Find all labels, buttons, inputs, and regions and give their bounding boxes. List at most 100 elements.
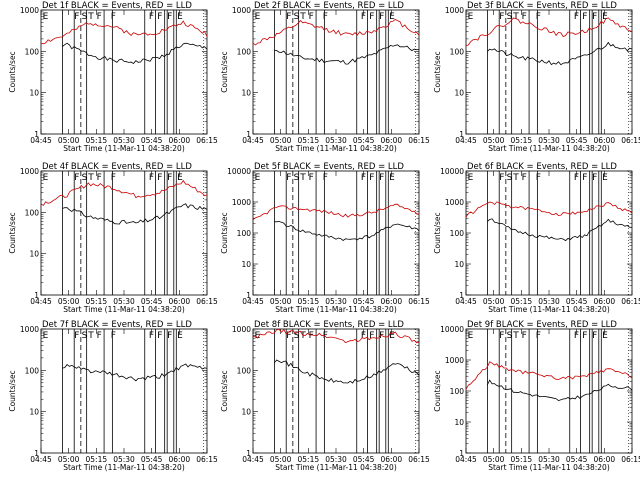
x-axis-label: Start Time (11-Mar-11 04:38:20) (488, 463, 610, 472)
x-tick-label: 04:45 (30, 297, 52, 306)
plot-frame (40, 328, 208, 454)
x-tick-label: 06:15 (621, 455, 640, 464)
flag-label: F (592, 173, 597, 183)
flag-label: F (574, 173, 579, 183)
flag-label: F (369, 173, 374, 183)
x-tick-label: 05:30 (538, 455, 560, 464)
detector-panel-5: Det 5f BLACK = Events, RED = LLD 1 10 100 10… (220, 162, 430, 314)
y-axis-label: Counts/sec (433, 212, 442, 253)
x-tick-label: 05:45 (353, 455, 375, 464)
series-line-lld (252, 203, 420, 221)
flag-label: E (255, 12, 261, 22)
x-tick-label: 05:15 (298, 455, 320, 464)
series-line-events (62, 42, 208, 65)
y-tick-label: 1 (246, 130, 251, 139)
flag-label: E (43, 173, 49, 183)
panel-title: Det 9f BLACK = Events, RED = LLD (467, 320, 617, 330)
flag-label: F (167, 173, 172, 183)
panel-title: Det 4f BLACK = Events, RED = LLD (42, 162, 192, 172)
x-tick-label: 05:45 (566, 136, 588, 145)
flag-label: F (74, 173, 79, 183)
y-tick-label: 1000 (20, 167, 39, 176)
x-tick-label: 06:15 (408, 136, 430, 145)
x-tick-label: 05:00 (270, 297, 292, 306)
flag-label: T (299, 173, 306, 183)
x-tick-label: 05:15 (511, 455, 533, 464)
flag-label: F (74, 12, 79, 22)
x-tick-label: 04:45 (30, 455, 52, 464)
detector-panel-6: Det 6f BLACK = Events, RED = LLD 1 10 100 10… (433, 162, 640, 314)
flag-label: F (157, 173, 162, 183)
y-tick-label: 10000 (440, 167, 464, 176)
flag-label: S (82, 12, 88, 22)
flag-label: F (157, 12, 162, 22)
x-axis-label: Start Time (11-Mar-11 04:38:20) (63, 305, 185, 314)
detector-panel-4: Det 4f BLACK = Events, RED = LLD 1 10 100 10… (8, 162, 218, 314)
x-tick-label: 06:00 (594, 297, 616, 306)
y-tick-label: 10 (454, 260, 464, 269)
flag-label: E (602, 173, 608, 183)
flag-label: T (512, 173, 519, 183)
flag-label: F (379, 12, 384, 22)
detector-panel-7: Det 7f BLACK = Events, RED = LLD 1 10 100 10… (8, 320, 218, 472)
x-axis-label: Start Time (11-Mar-11 04:38:20) (275, 144, 397, 153)
y-tick-label: 1000 (445, 198, 464, 207)
flag-label: F (592, 12, 597, 22)
panel-title: Det 2f BLACK = Events, RED = LLD (254, 1, 404, 11)
flag-label: F (499, 331, 504, 341)
y-tick-label: 10 (241, 408, 251, 417)
y-tick-label: 10 (454, 89, 464, 98)
flag-label: F (286, 12, 291, 22)
flag-label: E (43, 12, 49, 22)
flag-label: E (389, 331, 395, 341)
detector-panel-1: Det 1f BLACK = Events, RED = LLD 1 10 100 10… (8, 1, 218, 153)
flag-label: F (309, 12, 314, 22)
series-line-events (62, 363, 208, 382)
x-tick-label: 06:15 (408, 297, 430, 306)
detector-panel-3: Det 3f BLACK = Events, RED = LLD 1 10 100 10… (433, 1, 640, 153)
flag-label: E (468, 12, 474, 22)
x-axis-label: Start Time (11-Mar-11 04:38:20) (488, 144, 610, 153)
plot-frame (465, 9, 633, 135)
x-tick-label: 06:00 (169, 136, 191, 145)
y-tick-label: 1 (246, 449, 251, 458)
panel-title: Det 5f BLACK = Events, RED = LLD (254, 162, 404, 172)
y-axis-label: Counts/sec (8, 212, 17, 253)
y-axis-label: Counts/sec (433, 51, 442, 92)
x-tick-label: 05:45 (353, 297, 375, 306)
x-tick-label: 06:15 (408, 455, 430, 464)
x-tick-label: 04:45 (30, 136, 52, 145)
flag-label: F (286, 331, 291, 341)
x-tick-label: 05:15 (298, 136, 320, 145)
flag-label: F (323, 12, 328, 22)
x-tick-label: 05:15 (298, 297, 320, 306)
flag-label: E (177, 173, 183, 183)
flag-label: E (389, 12, 395, 22)
y-tick-label: 10 (241, 260, 251, 269)
flag-label: T (512, 12, 519, 22)
plot-frame (252, 170, 420, 296)
x-tick-label: 05:30 (538, 297, 560, 306)
y-tick-label: 10 (29, 250, 39, 259)
x-axis-label: Start Time (11-Mar-11 04:38:20) (63, 463, 185, 472)
flag-label: F (582, 173, 587, 183)
flag-label: S (294, 173, 300, 183)
flag-label: S (82, 331, 88, 341)
y-tick-label: 1000 (20, 325, 39, 334)
y-tick-label: 100 (237, 229, 252, 238)
flag-label: F (369, 12, 374, 22)
y-tick-label: 100 (237, 366, 252, 375)
flag-label: E (177, 331, 183, 341)
y-tick-label: 10 (454, 418, 464, 427)
flag-label: S (82, 173, 88, 183)
x-tick-label: 05:30 (325, 297, 347, 306)
x-tick-label: 05:30 (113, 297, 135, 306)
y-axis-label: Counts/sec (433, 370, 442, 411)
flag-label: S (507, 12, 513, 22)
x-tick-label: 05:15 (511, 136, 533, 145)
flag-label: T (512, 331, 519, 341)
x-tick-label: 04:45 (455, 297, 477, 306)
flag-label: F (167, 12, 172, 22)
flag-label: S (294, 12, 300, 22)
flag-label: F (157, 331, 162, 341)
